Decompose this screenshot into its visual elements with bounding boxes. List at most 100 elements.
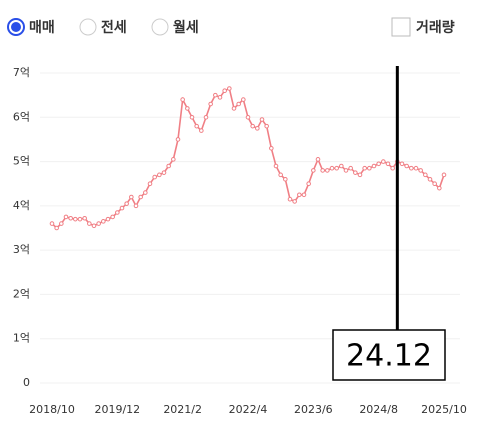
point <box>409 165 414 171</box>
point <box>59 221 64 226</box>
point <box>255 126 260 131</box>
point <box>166 163 171 169</box>
point <box>339 163 344 169</box>
point <box>269 145 274 151</box>
cursor-box <box>332 329 446 381</box>
point <box>264 123 269 129</box>
y-tick-label: 1억 <box>13 332 30 345</box>
point <box>334 165 339 171</box>
point <box>54 225 59 231</box>
point <box>236 101 241 107</box>
radio-label: 매매 <box>29 20 55 36</box>
point <box>217 95 223 100</box>
point <box>427 176 433 182</box>
point <box>441 172 447 178</box>
point <box>91 223 97 229</box>
point <box>381 159 386 164</box>
y-tick-label: 3억 <box>13 243 30 256</box>
point <box>399 161 405 167</box>
point <box>432 181 437 187</box>
point <box>376 161 381 167</box>
point <box>329 165 335 171</box>
x-tick-label: 2023/6 <box>294 403 333 416</box>
point <box>404 163 409 169</box>
point <box>227 86 232 91</box>
y-tick-label: 5억 <box>13 155 30 168</box>
point <box>129 194 134 200</box>
point <box>119 205 125 211</box>
point <box>273 163 279 169</box>
point <box>292 199 297 204</box>
point <box>437 185 442 191</box>
point <box>371 163 377 169</box>
point <box>301 192 307 198</box>
x-tick-label: 2024/8 <box>359 403 398 416</box>
checkbox-label: 거래량 <box>416 20 455 36</box>
point <box>101 219 106 224</box>
x-tick-label: 2022/4 <box>229 403 268 416</box>
point <box>63 214 69 220</box>
point <box>185 106 190 111</box>
point <box>213 92 218 98</box>
point <box>68 215 73 221</box>
point <box>77 216 83 222</box>
point <box>278 172 283 178</box>
point <box>311 168 316 173</box>
point <box>390 165 395 171</box>
radio[interactable] <box>151 18 169 36</box>
point <box>105 216 111 222</box>
point <box>231 106 237 111</box>
point <box>82 215 87 221</box>
cursor-label: 24.12 <box>346 339 432 374</box>
point <box>315 157 321 162</box>
point <box>73 216 78 222</box>
point <box>208 101 213 107</box>
point <box>287 196 293 202</box>
y-tick-label: 4억 <box>13 199 30 212</box>
point <box>96 221 101 226</box>
x-tick-label: 2021/2 <box>163 403 202 416</box>
y-tick-label: 7억 <box>13 66 30 79</box>
point <box>353 170 358 175</box>
price-line <box>51 87 445 230</box>
point <box>143 190 148 195</box>
point <box>222 88 227 94</box>
y-tick-label: 2억 <box>13 287 30 300</box>
x-tick-label: 2018/10 <box>29 403 75 416</box>
radio[interactable] <box>79 18 97 36</box>
point <box>306 181 311 187</box>
point <box>343 168 349 173</box>
point <box>180 97 185 102</box>
point <box>203 114 209 120</box>
point <box>171 157 176 162</box>
point <box>367 165 372 171</box>
point <box>115 210 120 215</box>
point <box>385 161 391 167</box>
point <box>283 176 288 182</box>
point <box>325 168 330 173</box>
point <box>49 221 55 226</box>
checkbox[interactable] <box>391 17 411 37</box>
point <box>357 172 363 178</box>
point <box>87 221 92 226</box>
point <box>194 123 199 129</box>
point <box>348 165 353 171</box>
point <box>175 137 181 142</box>
radio-label: 월세 <box>173 19 199 36</box>
point <box>110 214 115 220</box>
point <box>418 168 423 173</box>
point <box>161 170 167 175</box>
point <box>133 203 139 209</box>
point <box>199 128 204 133</box>
point <box>259 117 265 122</box>
point <box>297 192 302 198</box>
radio-label: 전세 <box>101 19 127 36</box>
point <box>413 165 419 171</box>
point <box>320 168 325 173</box>
y-tick-label: 0 <box>23 376 30 389</box>
point <box>147 181 153 187</box>
radio-dot <box>11 22 21 32</box>
point <box>423 172 428 178</box>
point <box>245 114 251 120</box>
